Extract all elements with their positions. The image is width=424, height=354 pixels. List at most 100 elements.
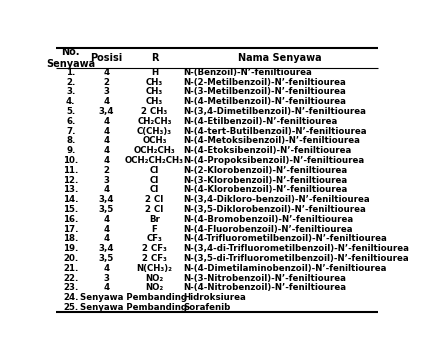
Text: Cl: Cl <box>150 185 159 194</box>
Text: Hidroksiurea: Hidroksiurea <box>184 293 246 302</box>
Text: N-(2-Metilbenzoil)-N’-feniltiourea: N-(2-Metilbenzoil)-N’-feniltiourea <box>184 78 346 87</box>
Text: Sorafenib: Sorafenib <box>184 303 231 312</box>
Text: 14.: 14. <box>63 195 78 204</box>
Text: 4: 4 <box>103 234 109 244</box>
Text: 3: 3 <box>103 176 109 185</box>
Text: Br: Br <box>149 215 160 224</box>
Text: N-(3,5-di-Trifluorometilbenzoil)-N’-feniltiourea: N-(3,5-di-Trifluorometilbenzoil)-N’-feni… <box>184 254 409 263</box>
Text: 16.: 16. <box>63 215 78 224</box>
Text: CH₂CH₃: CH₂CH₃ <box>137 117 172 126</box>
Text: N-(4-Bromobenzoil)-N’-feniltiourea: N-(4-Bromobenzoil)-N’-feniltiourea <box>184 215 354 224</box>
Text: 15.: 15. <box>63 205 78 214</box>
Text: N-(4-Etilbenzoil)-N’-feniltiourea: N-(4-Etilbenzoil)-N’-feniltiourea <box>184 117 338 126</box>
Text: 19.: 19. <box>63 244 78 253</box>
Text: 2: 2 <box>103 166 109 175</box>
Text: 23.: 23. <box>63 283 78 292</box>
Text: 13.: 13. <box>63 185 78 194</box>
Text: N-(4-Dimetilaminobenzoil)-N’-feniltiourea: N-(4-Dimetilaminobenzoil)-N’-feniltioure… <box>184 264 387 273</box>
Text: N-(3,4-Dikloro-benzoil)-N’-feniltiourea: N-(3,4-Dikloro-benzoil)-N’-feniltiourea <box>184 195 370 204</box>
Text: N-(2-Klorobenzoil)-N’-feniltiourea: N-(2-Klorobenzoil)-N’-feniltiourea <box>184 166 348 175</box>
Text: 5.: 5. <box>66 107 75 116</box>
Text: 22.: 22. <box>63 274 78 282</box>
Text: N-(4-Metilbenzoil)-N’-feniltiourea: N-(4-Metilbenzoil)-N’-feniltiourea <box>184 97 346 106</box>
Text: NO₂: NO₂ <box>145 283 164 292</box>
Text: 4: 4 <box>103 146 109 155</box>
Text: 4: 4 <box>103 185 109 194</box>
Text: 2 CH₃: 2 CH₃ <box>141 107 167 116</box>
Text: Cl: Cl <box>150 166 159 175</box>
Text: 3: 3 <box>103 274 109 282</box>
Text: 17.: 17. <box>63 224 78 234</box>
Text: 4: 4 <box>103 117 109 126</box>
Text: H: H <box>151 68 158 77</box>
Text: CF₃: CF₃ <box>147 234 162 244</box>
Text: 21.: 21. <box>63 264 78 273</box>
Text: N-(4-Metoksibenzoil)-N’-feniltiourea: N-(4-Metoksibenzoil)-N’-feniltiourea <box>184 136 360 145</box>
Text: 12.: 12. <box>63 176 78 185</box>
Text: CH₃: CH₃ <box>146 97 163 106</box>
Text: N-(Benzoil)-N’-feniltiourea: N-(Benzoil)-N’-feniltiourea <box>184 68 312 77</box>
Text: 11.: 11. <box>63 166 78 175</box>
Text: 2.: 2. <box>66 78 75 87</box>
Text: 6.: 6. <box>66 117 75 126</box>
Text: 3,5: 3,5 <box>98 205 114 214</box>
Text: 18.: 18. <box>63 234 78 244</box>
Text: 20.: 20. <box>63 254 78 263</box>
Text: 8.: 8. <box>66 136 75 145</box>
Text: Posisi: Posisi <box>90 53 123 63</box>
Text: 2 CF₃: 2 CF₃ <box>142 244 167 253</box>
Text: 25.: 25. <box>63 303 78 312</box>
Text: OCH₂CH₂CH₃: OCH₂CH₂CH₃ <box>125 156 184 165</box>
Text: Senyawa Pembanding: Senyawa Pembanding <box>80 293 187 302</box>
Text: 4: 4 <box>103 215 109 224</box>
Text: 3,4: 3,4 <box>98 107 114 116</box>
Text: 2 Cl: 2 Cl <box>145 205 164 214</box>
Text: N-(3-Nitrobenzoil)-N’-feniltiourea: N-(3-Nitrobenzoil)-N’-feniltiourea <box>184 274 346 282</box>
Text: N-(4-Fluorobenzoil)-N’-feniltiourea: N-(4-Fluorobenzoil)-N’-feniltiourea <box>184 224 353 234</box>
Text: N-(4-tert-Butilbenzoil)-N’-feniltiourea: N-(4-tert-Butilbenzoil)-N’-feniltiourea <box>184 127 367 136</box>
Text: 7.: 7. <box>66 127 75 136</box>
Text: 4: 4 <box>103 68 109 77</box>
Text: N-(3,4-Dimetilbenzoil)-N’-feniltiourea: N-(3,4-Dimetilbenzoil)-N’-feniltiourea <box>184 107 366 116</box>
Text: Nama Senyawa: Nama Senyawa <box>238 53 322 63</box>
Text: N-(3-Klorobenzoil)-N’-feniltiourea: N-(3-Klorobenzoil)-N’-feniltiourea <box>184 176 348 185</box>
Text: N-(3,4-di-Trifluorometilbenzoil)-N’-feniltiourea: N-(3,4-di-Trifluorometilbenzoil)-N’-feni… <box>184 244 410 253</box>
Text: 2 CF₃: 2 CF₃ <box>142 254 167 263</box>
Text: 3: 3 <box>103 87 109 97</box>
Text: N(CH₃)₂: N(CH₃)₂ <box>137 264 173 273</box>
Text: 3.: 3. <box>66 87 75 97</box>
Text: CH₃: CH₃ <box>146 78 163 87</box>
Text: N-(4-Klorobenzoil)-N’-feniltiourea: N-(4-Klorobenzoil)-N’-feniltiourea <box>184 185 348 194</box>
Text: 1.: 1. <box>66 68 75 77</box>
Text: 4: 4 <box>103 156 109 165</box>
Text: N-(4-Etoksibenzoil)-N’-feniltiourea: N-(4-Etoksibenzoil)-N’-feniltiourea <box>184 146 352 155</box>
Text: F: F <box>152 224 157 234</box>
Text: N-(3-Metilbenzoil)-N’-feniltiourea: N-(3-Metilbenzoil)-N’-feniltiourea <box>184 87 346 97</box>
Text: NO₂: NO₂ <box>145 274 164 282</box>
Text: N-(4-Propoksibenzoil)-N’-feniltiourea: N-(4-Propoksibenzoil)-N’-feniltiourea <box>184 156 365 165</box>
Text: 4.: 4. <box>66 97 75 106</box>
Text: 4: 4 <box>103 97 109 106</box>
Text: N-(4-Trifluorometilbenzoil)-N’-feniltiourea: N-(4-Trifluorometilbenzoil)-N’-feniltiou… <box>184 234 387 244</box>
Text: 24.: 24. <box>63 293 78 302</box>
Text: 4: 4 <box>103 136 109 145</box>
Text: 4: 4 <box>103 127 109 136</box>
Text: R: R <box>151 53 158 63</box>
Text: 9.: 9. <box>66 146 75 155</box>
Text: 4: 4 <box>103 283 109 292</box>
Text: N-(4-Nitrobenzoil)-N’-feniltiourea: N-(4-Nitrobenzoil)-N’-feniltiourea <box>184 283 346 292</box>
Text: OCH₃: OCH₃ <box>142 136 167 145</box>
Text: 3,5: 3,5 <box>98 254 114 263</box>
Text: 4: 4 <box>103 224 109 234</box>
Text: OCH₂CH₃: OCH₂CH₃ <box>134 146 176 155</box>
Text: 2: 2 <box>103 78 109 87</box>
Text: N-(3,5-Diklorobenzoil)-N’-feniltiourea: N-(3,5-Diklorobenzoil)-N’-feniltiourea <box>184 205 366 214</box>
Text: 4: 4 <box>103 264 109 273</box>
Text: 3,4: 3,4 <box>98 195 114 204</box>
Text: Cl: Cl <box>150 176 159 185</box>
Text: Senyawa Pembanding: Senyawa Pembanding <box>80 303 187 312</box>
Text: C(CH₃)₃: C(CH₃)₃ <box>137 127 172 136</box>
Text: 10.: 10. <box>63 156 78 165</box>
Text: 2 Cl: 2 Cl <box>145 195 164 204</box>
Text: 3,4: 3,4 <box>98 244 114 253</box>
